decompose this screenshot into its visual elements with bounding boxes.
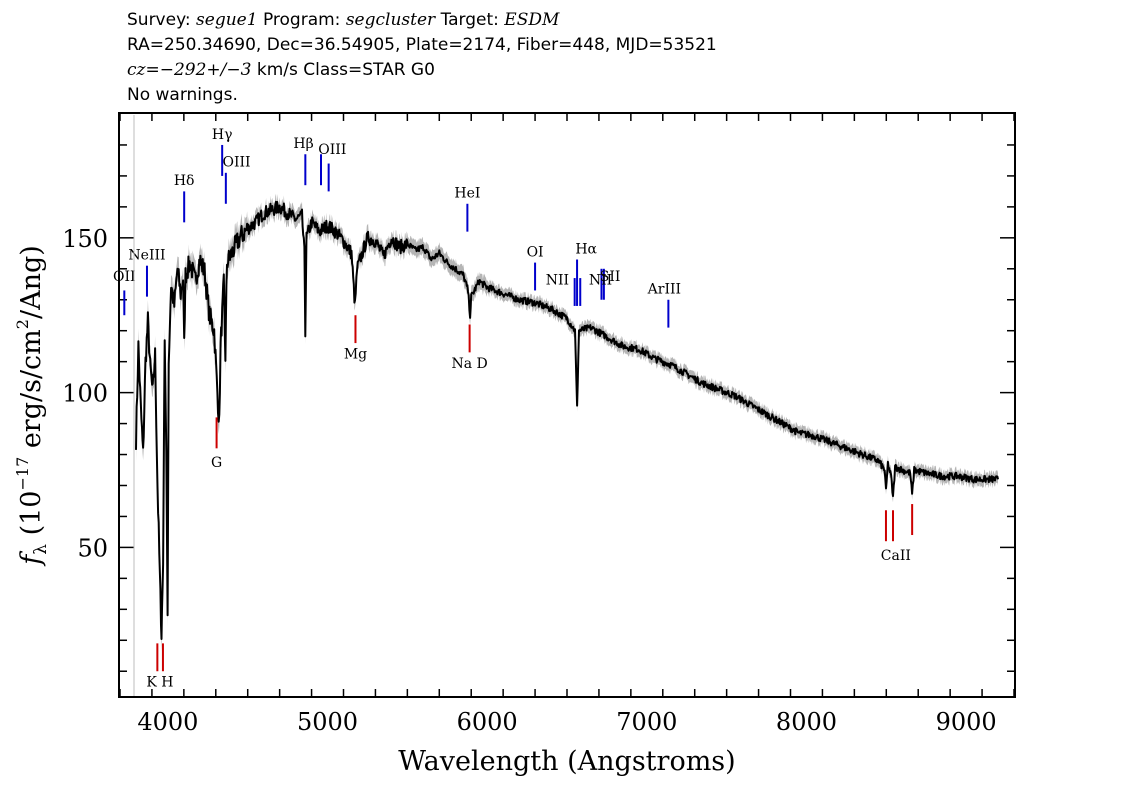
ylabel-part-2: (10 bbox=[16, 491, 47, 544]
x-tick-label: 5000 bbox=[297, 708, 358, 736]
marker-label: HeI bbox=[454, 186, 480, 202]
survey-value: segue1 bbox=[196, 10, 258, 30]
marker-label: Hα bbox=[575, 241, 597, 257]
error-band bbox=[136, 193, 998, 652]
marker-label: K H bbox=[146, 675, 173, 691]
cz-value: =−292+/−3 bbox=[145, 60, 252, 80]
x-tick-label: 4000 bbox=[137, 708, 198, 736]
ylabel-part-6: /Ang) bbox=[16, 245, 47, 319]
x-axis-label: Wavelength (Angstroms) bbox=[398, 746, 735, 777]
marker-label: NII bbox=[589, 272, 612, 288]
spectrum-line bbox=[135, 200, 999, 640]
marker-label: Hβ bbox=[293, 136, 313, 152]
ylabel-text: fλ (10−17 erg/s/cm2/Ang) bbox=[13, 245, 51, 567]
header-line-4: No warnings. bbox=[127, 85, 238, 105]
cz-unit: km/s Class=STAR G0 bbox=[256, 60, 435, 80]
marker-label: OI bbox=[527, 244, 544, 260]
plot-frame bbox=[118, 112, 1016, 698]
marker-label: Na D bbox=[451, 356, 487, 372]
x-tick-label: 6000 bbox=[457, 708, 518, 736]
y-tick-label: 50 bbox=[77, 534, 108, 562]
marker-label: OII bbox=[113, 269, 136, 285]
line-markers bbox=[123, 144, 914, 672]
y-axis-label: fλ (10−17 erg/s/cm2/Ang) bbox=[13, 245, 51, 567]
survey-label: Survey: bbox=[127, 10, 191, 30]
program-label: Program: bbox=[262, 10, 341, 30]
x-tick-label: 8000 bbox=[776, 708, 837, 736]
marker-label: NII bbox=[546, 272, 569, 288]
header-line-1: Survey: segue1 Program: segcluster Targe… bbox=[127, 10, 559, 30]
x-tick-label: 9000 bbox=[936, 708, 997, 736]
header-line-3: cz=−292+/−3 km/s Class=STAR G0 bbox=[127, 60, 435, 80]
error-band-area bbox=[136, 193, 998, 652]
marker-label: CaII bbox=[881, 548, 911, 564]
marker-label: Hγ bbox=[212, 127, 233, 143]
axis-ticks: 4000 5000 6000 7000 8000 9000 50 100 150 bbox=[62, 114, 1015, 736]
y-tick-label: 150 bbox=[62, 225, 108, 253]
ylabel-part-1: λ bbox=[31, 544, 51, 555]
marker-label: SII bbox=[600, 269, 621, 285]
ylabel-part-5: 2 bbox=[13, 319, 32, 329]
ylabel-part-4: erg/s/cm bbox=[16, 329, 47, 457]
target-value: ESDM bbox=[504, 10, 560, 30]
x-tick-label: 7000 bbox=[616, 708, 677, 736]
marker-label: Hδ bbox=[174, 173, 195, 189]
target-label: Target: bbox=[440, 10, 499, 30]
marker-label: OIII bbox=[318, 142, 346, 158]
program-value: segcluster bbox=[345, 10, 436, 30]
marker-label: OIII bbox=[223, 155, 251, 171]
header-line-2: RA=250.34690, Dec=36.54905, Plate=2174, … bbox=[127, 35, 717, 55]
marker-label: Mg bbox=[344, 347, 367, 363]
ylabel-part-3: −17 bbox=[13, 457, 32, 491]
spectrum-series bbox=[135, 200, 999, 640]
marker-label: NeIII bbox=[128, 248, 165, 264]
marker-label: ArIII bbox=[647, 282, 681, 298]
marker-label: G bbox=[211, 455, 222, 471]
y-tick-label: 100 bbox=[62, 380, 108, 408]
cz-label: cz bbox=[127, 60, 146, 80]
